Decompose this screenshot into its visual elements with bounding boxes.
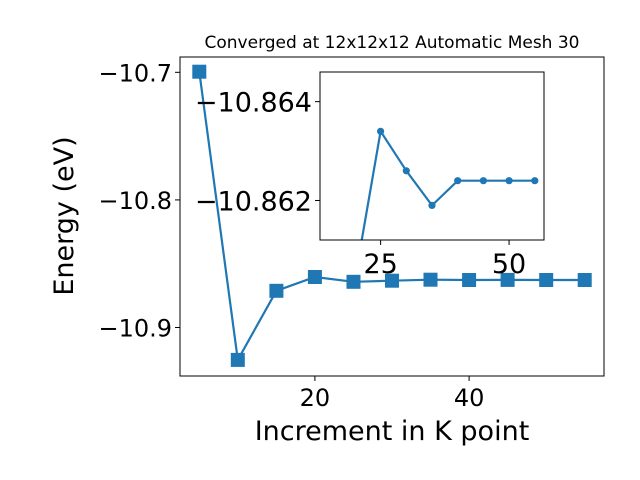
chart-title: Converged at 12x12x12 Automatic Mesh 30 xyxy=(205,33,580,53)
inset-data-point-40 xyxy=(454,177,462,185)
y-axis-label: Energy (eV) xyxy=(49,136,80,295)
main-data-point-15 xyxy=(269,283,284,298)
inset-y-ticks: −10.864 −10.862 xyxy=(195,88,320,217)
inset-data-point-30 xyxy=(402,167,410,175)
main-x-tick-label: 20 xyxy=(300,384,331,412)
main-y-tick-label: −10.8 xyxy=(98,187,172,215)
main-data-point-20 xyxy=(307,270,322,284)
main-data-point-40 xyxy=(462,273,477,287)
main-series-group xyxy=(192,64,592,367)
main-y-tick-label: −10.9 xyxy=(98,315,172,343)
main-data-point-45 xyxy=(500,272,515,287)
main-data-point-5 xyxy=(192,64,207,79)
main-x-tick-label: 40 xyxy=(454,384,485,412)
inset-series-line xyxy=(360,128,535,240)
inset-x-ticks: 25 50 xyxy=(363,240,526,280)
main-x-ticks: 20 40 xyxy=(300,376,485,412)
main-y-tick-label: −10.7 xyxy=(98,59,172,87)
inset-x-tick-label: 25 xyxy=(363,249,397,280)
inset-data-point-25 xyxy=(377,127,385,135)
main-data-point-50 xyxy=(539,273,554,287)
inset-data-point-50 xyxy=(505,177,513,185)
main-plot-frame xyxy=(179,56,605,377)
inset-x-tick-label: 50 xyxy=(492,249,526,280)
inset-data-point-55 xyxy=(531,177,539,185)
main-data-point-30 xyxy=(385,273,399,288)
inset-background xyxy=(320,72,544,240)
inset-series-group xyxy=(360,127,539,240)
main-data-point-25 xyxy=(346,274,361,289)
x-axis-label: Increment in K point xyxy=(255,416,530,447)
inset-data-point-45 xyxy=(479,177,487,185)
main-data-point-55 xyxy=(577,273,592,287)
inset-y-tick-label: −10.862 xyxy=(195,186,312,217)
main-data-point-10 xyxy=(230,352,245,367)
inset-y-tick-label: −10.864 xyxy=(195,88,312,119)
inset-data-point-35 xyxy=(428,201,436,209)
main-y-ticks: −10.9 −10.8 −10.7 xyxy=(98,59,180,343)
main-data-point-35 xyxy=(423,272,438,287)
inset-plot-frame xyxy=(319,71,545,241)
